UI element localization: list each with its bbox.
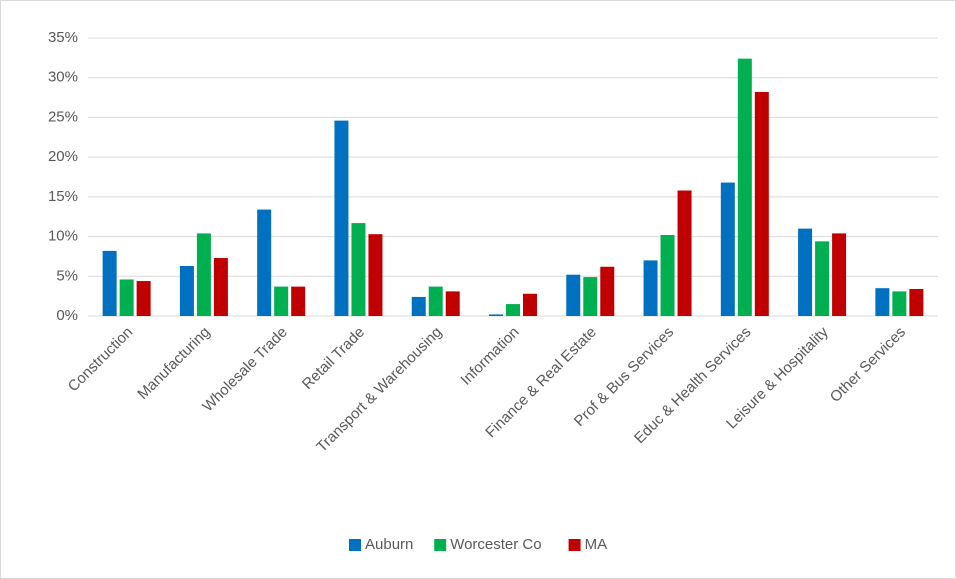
bar bbox=[213, 258, 228, 316]
y-tick-label: 5% bbox=[56, 267, 78, 284]
bar bbox=[909, 288, 924, 316]
bar bbox=[489, 314, 503, 316]
bar bbox=[196, 233, 211, 316]
bar bbox=[660, 234, 675, 316]
bar bbox=[334, 120, 349, 316]
bar bbox=[291, 286, 306, 316]
bar bbox=[102, 250, 117, 316]
bar bbox=[832, 233, 847, 316]
bar bbox=[583, 277, 598, 316]
bar bbox=[119, 279, 134, 316]
bar bbox=[428, 286, 443, 316]
bar bbox=[677, 190, 692, 316]
legend-swatch bbox=[434, 539, 447, 551]
bar bbox=[411, 296, 426, 316]
bar bbox=[274, 286, 289, 316]
legend-label: Worcester Co bbox=[450, 536, 541, 553]
legend-swatch bbox=[568, 539, 581, 551]
bar bbox=[720, 182, 735, 316]
bar bbox=[643, 260, 658, 316]
bar bbox=[136, 281, 151, 316]
bar bbox=[737, 58, 752, 316]
bar bbox=[506, 304, 520, 316]
bar bbox=[368, 234, 383, 316]
bar bbox=[179, 265, 194, 316]
y-tick-label: 30% bbox=[48, 69, 78, 86]
bar bbox=[754, 92, 769, 316]
bar bbox=[351, 223, 366, 316]
y-tick-label: 25% bbox=[48, 108, 78, 125]
y-tick-label: 10% bbox=[48, 228, 78, 245]
legend-label: Auburn bbox=[365, 536, 413, 553]
bar bbox=[892, 291, 907, 316]
bar bbox=[523, 293, 537, 316]
bar bbox=[566, 274, 581, 316]
bar bbox=[798, 228, 813, 316]
bar bbox=[815, 241, 830, 316]
bar bbox=[257, 209, 272, 316]
legend-label: MA bbox=[585, 536, 608, 553]
bar bbox=[875, 288, 890, 316]
bar bbox=[600, 266, 615, 316]
legend-swatch bbox=[349, 539, 361, 551]
y-tick-label: 0% bbox=[56, 307, 78, 324]
y-tick-label: 35% bbox=[48, 29, 78, 46]
bar bbox=[445, 291, 460, 316]
y-tick-label: 15% bbox=[48, 188, 78, 205]
y-tick-label: 20% bbox=[48, 148, 78, 165]
